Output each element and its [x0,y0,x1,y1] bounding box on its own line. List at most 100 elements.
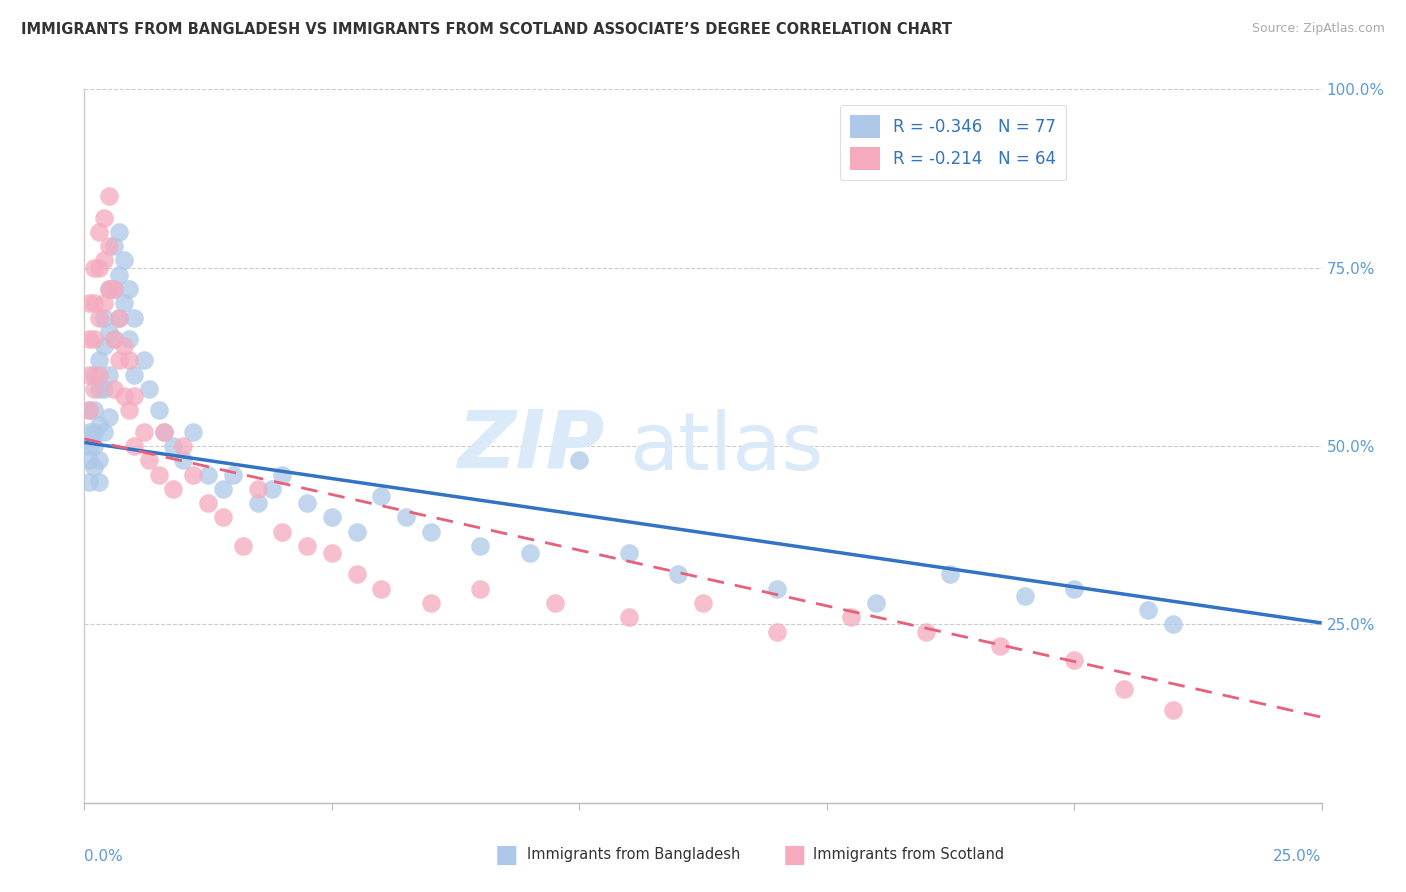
Point [89,368,111,382]
Point [1063,582,1085,596]
Text: atlas: atlas [628,409,823,487]
Point [132,353,155,368]
Point [79,439,101,453]
Point [83,368,105,382]
Point [118,282,141,296]
Point [122,368,145,382]
Point [98,325,121,339]
Point [148,467,170,482]
Point [103,282,125,296]
Point [246,496,269,510]
Point [346,524,368,539]
Point [108,268,131,282]
Point [83,425,105,439]
Point [232,539,254,553]
Point [766,624,789,639]
Point [1161,703,1184,717]
Text: Immigrants from Scotland: Immigrants from Scotland [813,847,1004,862]
Point [617,610,640,624]
Point [83,296,105,310]
Legend: R = -0.346   N = 77, R = -0.214   N = 64: R = -0.346 N = 77, R = -0.214 N = 64 [839,104,1066,180]
Point [370,489,392,503]
Point [93,211,115,225]
Point [89,225,111,239]
Text: 0.0%: 0.0% [84,849,124,864]
Point [83,439,105,453]
Point [181,425,204,439]
Point [83,460,105,475]
Point [122,310,145,325]
Point [212,510,235,524]
Point [138,453,160,467]
Point [212,482,235,496]
Point [98,282,121,296]
Point [89,382,111,396]
Point [395,510,418,524]
Point [262,482,284,496]
Point [470,582,492,596]
Point [1137,603,1160,617]
Point [89,353,111,368]
Point [79,403,101,417]
Point [98,282,121,296]
Point [89,260,111,275]
Point [103,382,125,396]
Point [197,467,219,482]
Point [89,310,111,325]
Point [246,482,269,496]
Point [103,332,125,346]
Point [419,596,441,610]
Point [108,353,131,368]
Point [93,310,115,325]
Point [370,582,392,596]
Point [79,475,101,489]
Point [112,253,135,268]
Point [1014,589,1036,603]
Point [1112,681,1135,696]
Point [118,403,141,417]
Point [122,439,145,453]
Point [988,639,1011,653]
Point [108,225,131,239]
Point [181,467,204,482]
Point [197,496,219,510]
Point [470,539,492,553]
Point [346,567,368,582]
Point [152,425,174,439]
Point [112,389,135,403]
Point [295,496,318,510]
Point [108,310,131,325]
Point [841,610,863,624]
Point [93,296,115,310]
Point [89,417,111,432]
Point [79,296,101,310]
Point [222,467,245,482]
Point [103,282,125,296]
Point [939,567,962,582]
Point [112,339,135,353]
Point [112,296,135,310]
Point [419,524,441,539]
Point [162,482,184,496]
Point [122,389,145,403]
Text: 25.0%: 25.0% [1274,849,1322,864]
Point [79,368,101,382]
Point [1063,653,1085,667]
Point [83,260,105,275]
Point [103,239,125,253]
Point [295,539,318,553]
Text: ■: ■ [783,843,806,866]
Point [568,453,591,467]
Point [98,410,121,425]
Point [914,624,936,639]
Point [271,467,294,482]
Point [138,382,160,396]
Point [132,425,155,439]
Point [321,546,343,560]
Point [83,332,105,346]
Point [1161,617,1184,632]
Point [93,253,115,268]
Point [83,382,105,396]
Point [162,439,184,453]
Text: IMMIGRANTS FROM BANGLADESH VS IMMIGRANTS FROM SCOTLAND ASSOCIATE’S DEGREE CORREL: IMMIGRANTS FROM BANGLADESH VS IMMIGRANTS… [21,22,952,37]
